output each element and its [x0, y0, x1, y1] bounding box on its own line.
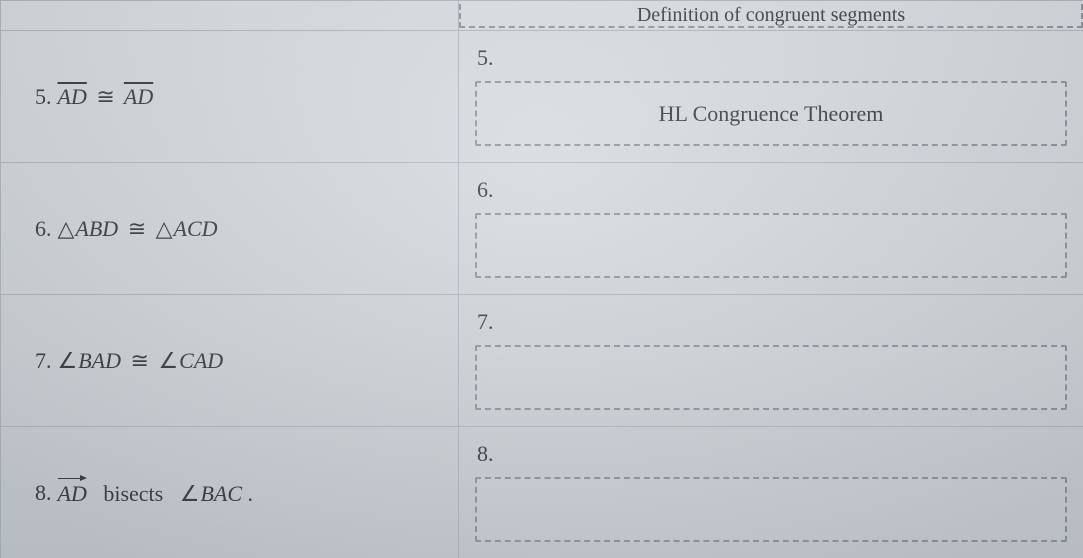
reason-cell-5: 5. HL Congruence Theorem — [459, 31, 1083, 163]
reason-cell-6: 6. — [459, 163, 1083, 295]
reason-4-answer-box[interactable]: Definition of congruent segments — [459, 4, 1083, 28]
reason-cell-7: 7. — [459, 295, 1083, 427]
statement-cell-8: 8. AD bisects BAC . — [1, 427, 459, 558]
statement-cell-5: 5. AD AD — [1, 31, 459, 163]
statement-cell-4 — [1, 1, 459, 31]
period: . — [248, 481, 254, 506]
proof-table: Definition of congruent segments 5. AD A… — [0, 0, 1083, 558]
segment-ad-right: AD — [124, 84, 153, 109]
reason-cell-4: Definition of congruent segments — [459, 1, 1083, 31]
row-number: 7. — [35, 348, 58, 374]
table-row: 8. AD bisects BAC . 8. — [1, 427, 1083, 558]
reason-8-answer-box[interactable] — [475, 477, 1067, 542]
proof-table-page: Definition of congruent segments 5. AD A… — [0, 0, 1083, 558]
reason-5-answer-box[interactable]: HL Congruence Theorem — [475, 81, 1067, 146]
reason-4-text: Definition of congruent segments — [637, 4, 905, 27]
statement-6: 6. ABD ACD — [1, 163, 458, 294]
bisects-word: bisects — [103, 481, 163, 506]
reason-6-answer-box[interactable] — [475, 213, 1067, 278]
reason-5-text: HL Congruence Theorem — [659, 101, 884, 127]
reason-number-6: 6. — [477, 177, 1067, 203]
congruent-symbol — [127, 348, 153, 373]
reason-number-5: 5. — [477, 45, 1067, 71]
table-row: Definition of congruent segments — [1, 1, 1083, 31]
row-number: 8. — [35, 480, 58, 506]
segment-ad-left: AD — [58, 84, 87, 109]
reason-7-answer-box[interactable] — [475, 345, 1067, 410]
statement-4-text — [1, 1, 458, 30]
reason-cell-8: 8. — [459, 427, 1083, 558]
statement-cell-6: 6. ABD ACD — [1, 163, 459, 295]
congruent-symbol — [124, 216, 150, 241]
statement-8: 8. AD bisects BAC . — [1, 427, 458, 558]
row-number: 5. — [35, 84, 58, 110]
reason-number-8: 8. — [477, 441, 1067, 467]
angle-bac: BAC — [180, 481, 242, 506]
statement-cell-7: 7. BAD CAD — [1, 295, 459, 427]
row-number: 6. — [35, 216, 58, 242]
statement-5: 5. AD AD — [1, 31, 458, 162]
table-row: 5. AD AD 5. HL Congruence Theorem — [1, 31, 1083, 163]
table-row: 7. BAD CAD 7. — [1, 295, 1083, 427]
ray-ad: AD — [58, 479, 87, 507]
angle-bad: BAD — [58, 348, 122, 373]
triangle-acd: ACD — [156, 216, 218, 241]
reason-number-7: 7. — [477, 309, 1067, 335]
table-row: 6. ABD ACD 6. — [1, 163, 1083, 295]
statement-7: 7. BAD CAD — [1, 295, 458, 426]
triangle-abd: ABD — [58, 216, 119, 241]
congruent-symbol — [92, 84, 118, 109]
angle-cad: CAD — [158, 348, 223, 373]
